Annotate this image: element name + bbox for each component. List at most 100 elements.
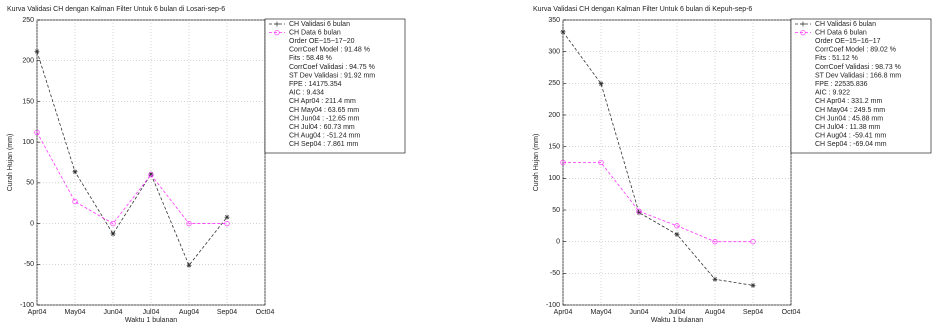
legend-note: CH Jun04 : -12.65 mm xyxy=(289,115,360,122)
x-tick-label: Jul04 xyxy=(669,309,686,316)
legend-note: CH Aug04 : -59.41 mm xyxy=(815,133,886,140)
x-tick-label: May04 xyxy=(590,309,611,316)
y-tick-label: 50 xyxy=(552,207,560,214)
data-point xyxy=(674,231,680,237)
chart-title: Kurva Validasi CH dengan Kalman Filter U… xyxy=(533,6,752,13)
legend-note: FPE : 22535.836 xyxy=(815,81,868,88)
data-point xyxy=(636,208,642,214)
data-point xyxy=(750,282,756,288)
data-point xyxy=(72,169,78,175)
x-tick-label: Jun04 xyxy=(629,309,648,316)
x-tick-label: Aug04 xyxy=(179,309,199,316)
data-point xyxy=(674,223,680,229)
legend-marker xyxy=(274,21,280,27)
legend-note: CH May04 : 249.5 mm xyxy=(815,107,885,114)
x-axis-label: Waktu 1 bulanan xyxy=(651,317,703,324)
legend-note: CH Aug04 : -51.24 mm xyxy=(289,133,360,140)
y-tick-label: 100 xyxy=(548,175,560,182)
x-tick-label: Oct04 xyxy=(782,309,801,316)
legend-note: Fits : 58.48 % xyxy=(289,55,332,62)
data-point xyxy=(110,231,116,237)
legend-label: CH Validasi 6 bulan xyxy=(289,21,350,28)
x-tick-label: Oct04 xyxy=(256,309,275,316)
y-tick-label: 50 xyxy=(26,180,34,187)
y-axis-label: Curah Hujan (mm) xyxy=(533,134,540,192)
legend-note: CH Apr04 : 331.2 mm xyxy=(815,98,882,105)
legend-note: AIC : 9.434 xyxy=(289,90,324,97)
legend-marker xyxy=(274,29,280,36)
y-tick-label: -100 xyxy=(20,302,34,309)
y-tick-label: 250 xyxy=(548,80,560,87)
legend-box xyxy=(790,18,932,154)
data-point xyxy=(636,210,642,216)
data-point xyxy=(110,220,116,227)
chart-title: Kurva Validasi CH dengan Kalman Filter U… xyxy=(7,6,225,13)
x-tick-label: Apr04 xyxy=(28,309,47,316)
legend-note: Order OE~15~17~20 xyxy=(289,38,355,45)
legend-note: Order OE~15~16~17 xyxy=(815,38,881,45)
legend-note: CH May04 : 63.65 mm xyxy=(289,107,359,114)
legend-marker xyxy=(800,21,806,27)
legend-note: CH Sep04 : -69.04 mm xyxy=(815,141,887,148)
y-tick-label: -50 xyxy=(550,270,560,277)
x-tick-label: Aug04 xyxy=(705,309,725,316)
data-point xyxy=(598,159,604,166)
data-point xyxy=(34,129,40,136)
series-line xyxy=(36,51,228,267)
y-tick-label: 200 xyxy=(22,58,34,65)
data-point xyxy=(72,198,78,205)
legend-note: CorrCoef Model : 91.48 % xyxy=(289,47,370,54)
y-tick-label: 0 xyxy=(30,220,34,227)
y-axis-label: Curah Hujan (mm) xyxy=(7,134,14,192)
y-tick-label: -100 xyxy=(546,302,560,309)
y-tick-label: -50 xyxy=(24,261,34,268)
y-tick-label: 0 xyxy=(556,239,560,246)
y-tick-label: 250 xyxy=(22,17,34,24)
x-tick-label: Sep04 xyxy=(217,309,237,316)
legend-note: CH Jun04 : 45.88 mm xyxy=(815,115,883,122)
legend-note: CH Jul04 : 11.38 mm xyxy=(815,124,880,131)
legend-label: CH Data 6 bulan xyxy=(289,29,341,36)
y-tick-label: 150 xyxy=(22,98,34,105)
legend-note: CH Jul04 : 60.73 mm xyxy=(289,124,355,131)
data-point xyxy=(712,276,718,282)
legend-box xyxy=(264,18,406,154)
legend-note: ST Dev Validasi : 166.8 mm xyxy=(815,72,901,79)
series-line xyxy=(36,132,227,225)
legend-note: Fits : 51.12 % xyxy=(815,55,858,62)
y-tick-label: 150 xyxy=(548,144,560,151)
series-line xyxy=(562,31,754,286)
x-axis-label: Waktu 1 bulanan xyxy=(125,317,177,324)
legend-label: CH Data 6 bulan xyxy=(815,29,867,36)
data-point xyxy=(598,81,604,87)
data-point xyxy=(34,48,40,54)
legend-label: CH Validasi 6 bulan xyxy=(815,21,876,28)
y-tick-label: 100 xyxy=(22,139,34,146)
data-point xyxy=(224,220,230,227)
series-line xyxy=(563,162,753,243)
data-point xyxy=(186,220,192,227)
legend-note: CH Sep04 : 7.861 mm xyxy=(289,141,358,148)
x-tick-label: Jul04 xyxy=(143,309,160,316)
legend-note: CorrCoef Validasi : 98.73 % xyxy=(815,64,901,71)
data-point xyxy=(148,171,154,177)
y-tick-label: 350 xyxy=(548,17,560,24)
legend-note: FPE : 14175.354 xyxy=(289,81,342,88)
legend-note: CorrCoef Model : 89.02 % xyxy=(815,47,896,54)
data-point xyxy=(224,214,230,220)
data-point xyxy=(712,239,718,245)
x-tick-label: May04 xyxy=(64,309,85,316)
legend-note: AIC : 9.922 xyxy=(815,90,850,97)
legend-note: CH Apr04 : 211.4 mm xyxy=(289,98,356,105)
data-point xyxy=(186,262,192,268)
data-point xyxy=(148,172,154,178)
y-tick-label: 300 xyxy=(548,49,560,56)
y-tick-label: 200 xyxy=(548,112,560,119)
x-tick-label: Jun04 xyxy=(103,309,122,316)
x-tick-label: Sep04 xyxy=(743,309,763,316)
legend-marker xyxy=(800,29,806,36)
x-tick-label: Apr04 xyxy=(554,309,573,316)
data-point xyxy=(750,239,756,245)
data-point xyxy=(560,159,566,166)
